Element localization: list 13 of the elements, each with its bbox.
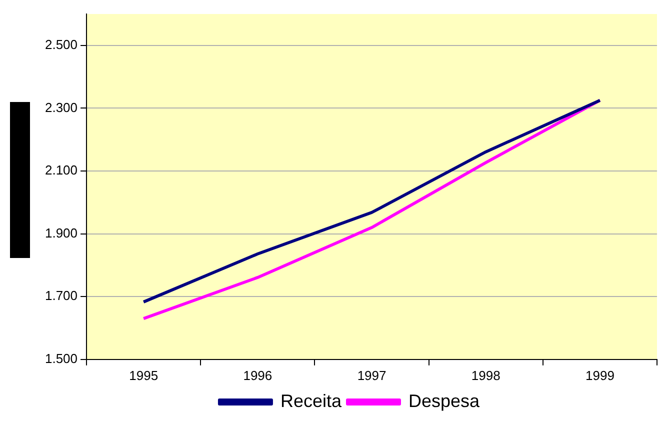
x-tick-label: 1997 bbox=[357, 368, 386, 383]
y-tick-label: 2.100 bbox=[44, 162, 78, 178]
legend-label: Despesa bbox=[408, 390, 481, 411]
x-tick-label: 1996 bbox=[243, 368, 272, 383]
y-tick-label: 1.900 bbox=[44, 225, 78, 240]
y-tick-label: 1.500 bbox=[44, 350, 78, 366]
y-tick-label: 2.300 bbox=[44, 100, 78, 115]
x-tick-label: 1998 bbox=[471, 368, 500, 383]
y-tick-label: 2.500 bbox=[44, 36, 78, 52]
y-tick-label: 1.700 bbox=[44, 288, 78, 304]
legend-label: Receita bbox=[280, 390, 342, 411]
x-tick-label: 1999 bbox=[585, 368, 614, 383]
x-tick-label: 1995 bbox=[129, 368, 158, 383]
